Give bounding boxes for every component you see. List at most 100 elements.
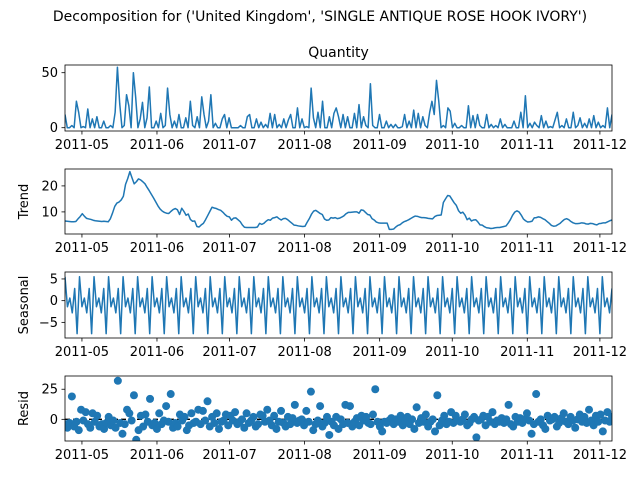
y-tick-label: 0	[50, 294, 58, 309]
resid-point	[472, 433, 481, 441]
resid-point	[460, 410, 469, 419]
resid-point	[201, 416, 210, 425]
x-tick-label: 2011-05	[55, 345, 109, 360]
seasonal-ylabel: Seasonal	[17, 276, 32, 335]
resid-point	[125, 409, 134, 418]
resid-point	[580, 412, 589, 421]
x-tick-label: 2011-10	[425, 241, 479, 256]
resid-point	[431, 427, 440, 436]
resid-point	[408, 415, 417, 424]
x-tick-label: 2011-05	[55, 448, 109, 463]
resid-point	[113, 376, 122, 385]
trend-plot-area	[65, 170, 612, 231]
y-tick-label: −5	[39, 316, 58, 331]
resid-point	[67, 392, 76, 401]
resid-point	[362, 412, 371, 421]
resid-point	[412, 403, 421, 412]
resid-point	[541, 424, 550, 433]
trend-axes-frame	[64, 168, 613, 235]
quantity-axes-frame	[64, 64, 613, 132]
seasonal-series-line	[65, 276, 612, 335]
resid-point	[302, 406, 311, 415]
resid-point	[120, 420, 129, 429]
panel-quantity: 0 50 2011-05 2011-06 2011-07 2011-08 2011-09 20…	[41, 45, 627, 153]
resid-point	[129, 391, 138, 400]
resid-point	[100, 424, 109, 433]
resid-point	[290, 400, 299, 409]
resid-point	[155, 409, 164, 418]
panel-trend: 10 20 2011-05 2011-06 2011-07 2011-08 2011-09 2…	[17, 168, 627, 256]
figure-title: Decomposition for ('United Kingdom', 'SI…	[53, 9, 587, 25]
resid-point	[532, 390, 541, 399]
x-tick-label: 2011-05	[55, 241, 109, 256]
trend-series-line	[65, 170, 612, 231]
resid-point	[309, 426, 318, 435]
resid-point	[433, 391, 442, 400]
y-tick-label: 25	[41, 383, 58, 398]
x-tick-label: 2011-10	[425, 345, 479, 360]
resid-point	[522, 409, 531, 418]
resid-point	[306, 387, 315, 396]
seasonal-axes-frame	[64, 271, 613, 339]
x-tick-label: 2011-10	[425, 448, 479, 463]
resid-point	[410, 424, 419, 433]
x-tick-label: 2011-06	[130, 138, 184, 153]
resid-point	[608, 412, 612, 421]
resid-point	[527, 429, 536, 438]
quantity-title: Quantity	[308, 45, 369, 61]
x-tick-label: 2011-06	[130, 241, 184, 256]
x-tick-label: 2011-08	[277, 345, 331, 360]
x-tick-label: 2011-11	[500, 241, 554, 256]
resid-point	[272, 424, 281, 433]
x-tick-label: 2011-07	[202, 345, 256, 360]
resid-point	[345, 402, 354, 411]
x-tick-label: 2011-07	[202, 138, 256, 153]
resid-point	[371, 385, 380, 394]
resid-point	[270, 411, 279, 420]
quantity-series-line	[65, 66, 612, 129]
seasonal-plot-area	[65, 276, 612, 335]
x-tick-label: 2011-08	[277, 241, 331, 256]
quantity-plot-area	[65, 66, 612, 129]
resid-point	[378, 427, 387, 436]
resid-point	[210, 418, 219, 427]
resid-point	[286, 420, 295, 429]
resid-point	[187, 409, 196, 418]
resid-point	[258, 411, 267, 420]
x-tick-label: 2011-07	[202, 241, 256, 256]
resid-point	[598, 427, 607, 436]
resid-ylabel: Resid	[17, 391, 32, 426]
x-tick-label: 2011-06	[130, 345, 184, 360]
x-tick-label: 2011-08	[277, 138, 331, 153]
resid-point	[242, 409, 251, 418]
resid-point	[109, 416, 118, 425]
resid-point	[320, 418, 329, 427]
resid-point	[237, 415, 246, 424]
resid-point	[74, 426, 83, 435]
resid-point	[203, 397, 212, 406]
x-tick-label: 2011-11	[500, 345, 554, 360]
resid-plot-area	[65, 376, 612, 441]
x-tick-label: 2011-07	[202, 448, 256, 463]
resid-point	[212, 409, 221, 418]
y-tick-label: 50	[41, 66, 58, 81]
y-tick-label: 10	[41, 205, 58, 220]
resid-point	[146, 394, 155, 403]
resid-point	[316, 402, 325, 411]
panel-resid: 0 25 2011-05 2011-06 2011-07 2011-08 2011-09 20…	[17, 375, 627, 463]
x-tick-label: 2011-08	[277, 448, 331, 463]
trend-ylabel: Trend	[17, 184, 32, 221]
resid-point	[214, 424, 223, 433]
y-tick-label: 0	[50, 413, 58, 428]
y-tick-label: 5	[50, 272, 58, 287]
resid-point	[173, 422, 182, 431]
x-tick-label: 2011-10	[425, 138, 479, 153]
x-tick-label: 2011-12	[573, 241, 627, 256]
resid-point	[596, 410, 605, 419]
x-tick-label: 2011-11	[500, 448, 554, 463]
resid-point	[297, 415, 306, 424]
resid-point	[118, 429, 127, 438]
resid-point	[86, 423, 95, 432]
x-tick-label: 2011-09	[352, 345, 406, 360]
